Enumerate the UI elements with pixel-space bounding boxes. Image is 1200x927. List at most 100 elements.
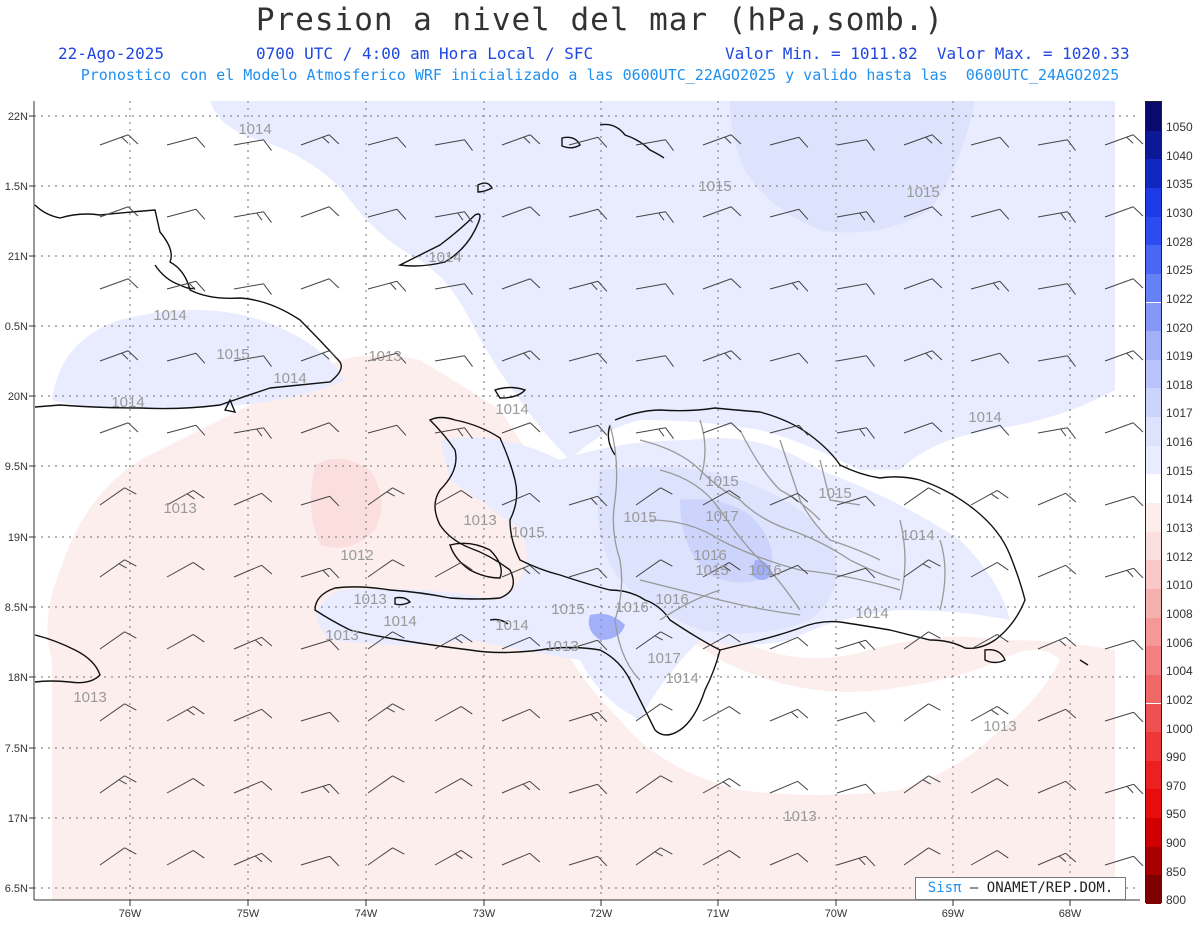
wind-barb-icon (99, 703, 137, 722)
wind-barb-icon (568, 280, 608, 292)
wind-barb-icon (434, 355, 473, 367)
wind-barb-icon (300, 567, 340, 579)
contour-label: 1014 (383, 613, 416, 630)
longitude-label: 73W (473, 908, 496, 920)
wind-barb-icon (300, 711, 340, 723)
wind-barb-icon (434, 490, 473, 506)
contour-label: 1015 (818, 485, 851, 502)
colorbar-label: 1015 (1166, 463, 1193, 478)
contour-label: 1014 (428, 249, 461, 266)
wind-barb-icon (702, 634, 741, 650)
colorbar-swatch (1146, 560, 1161, 589)
wind-barb-icon (903, 847, 941, 866)
wind-barb-icon (434, 778, 473, 794)
wind-barb-icon (903, 559, 941, 578)
colorbar-label: 1050 (1166, 120, 1193, 134)
wind-barb-icon (434, 211, 473, 223)
colorbar-swatch (1146, 216, 1161, 246)
wind-barb-icon (903, 487, 941, 506)
wind-barb-icon (166, 706, 205, 722)
wind-barb-icon (434, 139, 473, 151)
wind-barb-icon (1104, 639, 1144, 651)
wind-barb-icon (1037, 427, 1076, 439)
wind-barb-icon (166, 280, 206, 292)
wind-barb-icon (1037, 211, 1076, 223)
colorbar-swatch (1146, 588, 1161, 618)
wind-barb-icon (635, 487, 673, 506)
wind-barb-icon (367, 136, 407, 148)
colorbar-label: 1028 (1166, 234, 1193, 249)
colorbar-swatch (1146, 359, 1161, 389)
colorbar-swatch (1146, 245, 1161, 274)
colorbar-label: 1022 (1166, 291, 1193, 306)
colorbar-label: 1019 (1166, 349, 1193, 364)
longitude-label: 69W (942, 908, 965, 920)
wind-barb-icon (99, 775, 137, 794)
colorbar-swatch (1146, 102, 1161, 131)
wind-barb-icon (233, 708, 273, 722)
colorbar-label: 990 (1166, 750, 1187, 765)
wind-barb-icon (434, 427, 473, 439)
wind-barb-icon (233, 139, 272, 151)
forecast-date: 22-Ago-2025 (58, 44, 164, 63)
contour-label: 1012 (340, 547, 373, 564)
pressure-map: 1014 1014 1014 1015 1014 1014 1013 1015 1015 1014… (0, 96, 1145, 927)
colorbar-swatch (1146, 732, 1161, 761)
latitude-label: 22N (8, 111, 28, 123)
contour-label: 1014 (901, 527, 934, 544)
colorbar-swatch (1146, 331, 1161, 360)
wind-barb-icon (501, 564, 541, 578)
wind-barb-icon (501, 278, 541, 290)
wind-barb-icon (300, 422, 340, 434)
latitude-label: 1.5N (5, 181, 28, 193)
wind-barb-icon (166, 352, 206, 364)
wind-barb-icon (836, 355, 875, 367)
wind-barb-icon (568, 352, 608, 364)
colorbar-label: 950 (1166, 807, 1187, 822)
contour-label: 1016 (655, 591, 688, 608)
wind-barb-icon (702, 778, 741, 794)
wind-barb-icon (970, 706, 1009, 722)
wind-barb-icon (166, 490, 205, 506)
wind-barb-icon (970, 280, 1010, 292)
wind-barb-icon (769, 564, 809, 578)
wind-barb-icon (99, 422, 139, 434)
wind-barb-icon (1104, 422, 1144, 434)
contour-label: 1015 (906, 184, 939, 201)
wind-barb-icon (568, 783, 608, 795)
wind-barb-icon (233, 564, 273, 578)
colorbar-swatch (1146, 503, 1161, 532)
wind-barb-icon (903, 206, 943, 218)
colorbar-label: 800 (1166, 893, 1187, 908)
latitude-label: 17N (8, 813, 28, 825)
colorbar-swatch (1146, 445, 1161, 475)
wind-barb-icon (233, 780, 273, 794)
wind-barb-icon (970, 778, 1009, 794)
wind-barb-icon (970, 208, 1010, 220)
wind-barb-icon (970, 352, 1010, 364)
wind-barb-icon (836, 427, 875, 439)
wind-barb-icon (568, 136, 608, 148)
latitude-label: 18N (8, 672, 28, 684)
latitude-label: 6.5N (5, 883, 28, 895)
colorbar-label: 1025 (1166, 263, 1193, 278)
wind-barb-icon (1104, 567, 1144, 579)
wind-barb-icon (568, 711, 608, 723)
contour-label: 1015 (698, 178, 731, 195)
wind-barb-icon (568, 495, 608, 507)
colorbar-label: 1040 (1166, 148, 1193, 163)
contour-label: 1014 (665, 670, 698, 687)
wind-barb-icon (769, 708, 809, 722)
colorbar-swatch (1146, 818, 1161, 847)
contour-label: 1014 (855, 605, 888, 622)
wind-barb-icon (300, 783, 340, 795)
wind-barb-icon (769, 136, 809, 148)
contour-label: 1014 (238, 121, 271, 138)
wind-barb-icon (300, 278, 340, 290)
wind-barb-icon (836, 711, 876, 723)
wind-barb-icon (970, 424, 1010, 436)
contour-label: 1016 (748, 562, 781, 579)
longitude-label: 71W (707, 908, 730, 920)
wind-barb-icon (769, 852, 809, 866)
sispi-logo: Sisπ (927, 880, 962, 896)
